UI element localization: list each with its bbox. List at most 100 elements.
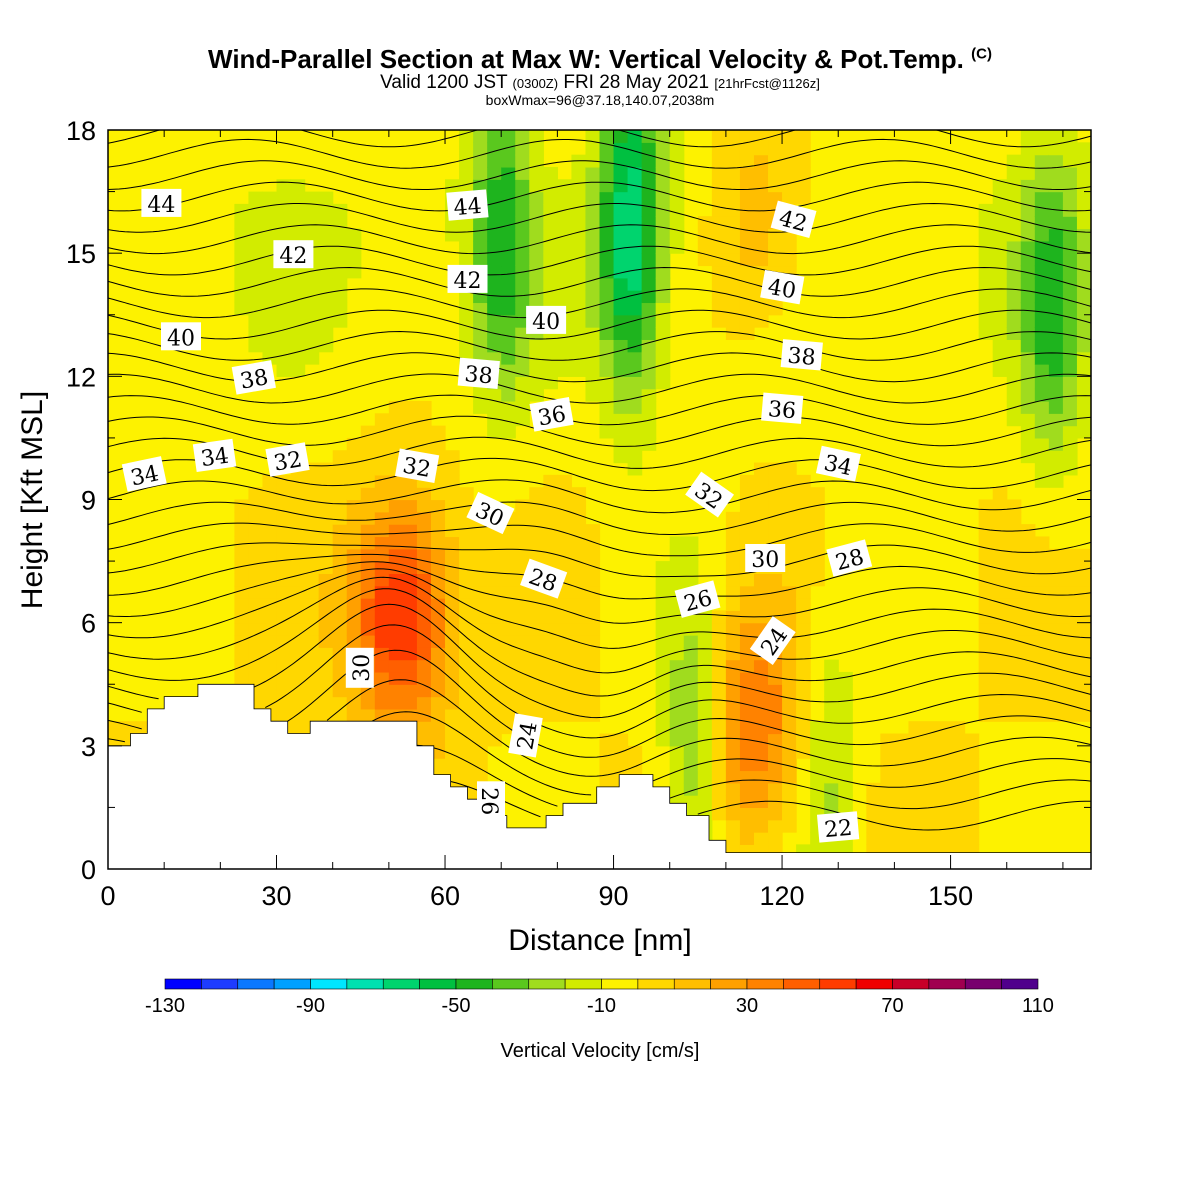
isentrope-line [108,568,1091,649]
velocity-cell [276,647,292,661]
velocity-cell [374,487,390,501]
velocity-cell [669,782,685,796]
velocity-cell [922,819,938,833]
velocity-cell [655,561,671,574]
velocity-cell [768,240,783,254]
velocity-cell [866,807,881,821]
velocity-cell [276,499,292,513]
velocity-cell [782,499,797,513]
velocity-cell [515,351,530,365]
velocity-cell [487,622,502,636]
velocity-cell [838,782,853,796]
velocity-cell [360,561,376,574]
velocity-cell [908,745,924,759]
velocity-cell [641,327,657,340]
velocity-cell [753,782,769,796]
velocity-cell [782,745,797,759]
contour-label: 28 [520,558,568,599]
velocity-cell [796,548,811,562]
velocity-cell [1062,240,1078,254]
terrain [107,683,1092,870]
velocity-cell [529,671,544,685]
velocity-cell [796,499,811,513]
velocity-cell [768,807,783,821]
velocity-cell [318,598,334,611]
velocity-cell [234,290,250,304]
velocity-cell [1006,511,1022,525]
velocity-cell [529,376,544,390]
velocity-cell [922,721,938,735]
velocity-cell [501,228,516,242]
velocity-cell [641,290,657,304]
isentrope-line [108,576,1091,674]
velocity-cell [725,610,741,624]
velocity-cell [768,708,783,722]
velocity-cell [487,536,502,550]
velocity-cell [360,474,376,488]
velocity-cell [697,758,713,772]
velocity-cell [753,770,769,784]
velocity-cell [1062,376,1078,390]
velocity-cell [557,671,573,685]
velocity-cell [459,548,474,562]
velocity-cell [697,647,713,661]
velocity-cell [388,634,404,648]
colorbar-swatch [819,978,857,990]
velocity-cell [1020,302,1036,316]
velocity-cell [739,634,755,648]
velocity-cell [529,364,544,377]
velocity-cell [501,142,516,156]
contour-label-bg [161,322,201,351]
velocity-cell [964,758,980,772]
velocity-cell [430,573,446,587]
velocity-cell [739,671,755,685]
velocity-cell [697,634,713,648]
velocity-cell [1048,154,1064,168]
velocity-cell [388,536,404,550]
velocity-cell [1048,253,1064,267]
velocity-cell [529,130,544,143]
velocity-cell [1034,364,1050,377]
contour-label-text: 40 [766,275,798,304]
velocity-cell [739,302,755,316]
velocity-cell [655,659,671,673]
velocity-cell [922,832,938,845]
velocity-cell [487,142,502,156]
velocity-cell [276,339,292,353]
contour-label-bg [508,713,543,758]
velocity-cell [753,598,769,611]
velocity-cell [473,733,488,747]
velocity-cell [585,203,601,217]
contour-label-text: 38 [238,365,270,394]
velocity-cell [1006,203,1022,217]
velocity-cell [318,524,334,538]
velocity-cell [796,696,811,710]
velocity-cell [683,647,699,661]
colorbar-swatch [564,978,602,990]
velocity-cell [332,598,348,611]
velocity-cell [1034,622,1050,636]
velocity-cell [725,782,741,796]
x-tick-label: 90 [599,881,629,911]
velocity-cell [262,548,278,562]
velocity-cell [725,634,741,648]
velocity-cell [1076,425,1091,439]
velocity-cell [613,216,629,230]
velocity-cell [908,832,924,845]
velocity-cell [768,474,783,488]
velocity-cell [276,573,292,587]
velocity-cell [1076,659,1091,673]
velocity-cell [374,499,390,513]
contour-label: 24 [508,713,543,758]
velocity-cell [262,314,278,328]
isentrope-line [108,330,1091,361]
velocity-cell [1076,166,1091,180]
velocity-cell [473,130,488,143]
velocity-cell [627,302,643,316]
velocity-cell [711,228,727,242]
velocity-cell [782,782,797,796]
velocity-cell [1020,388,1036,402]
velocity-cell [1076,573,1091,587]
velocity-cell [388,400,404,414]
contour-label: 32 [265,442,310,477]
